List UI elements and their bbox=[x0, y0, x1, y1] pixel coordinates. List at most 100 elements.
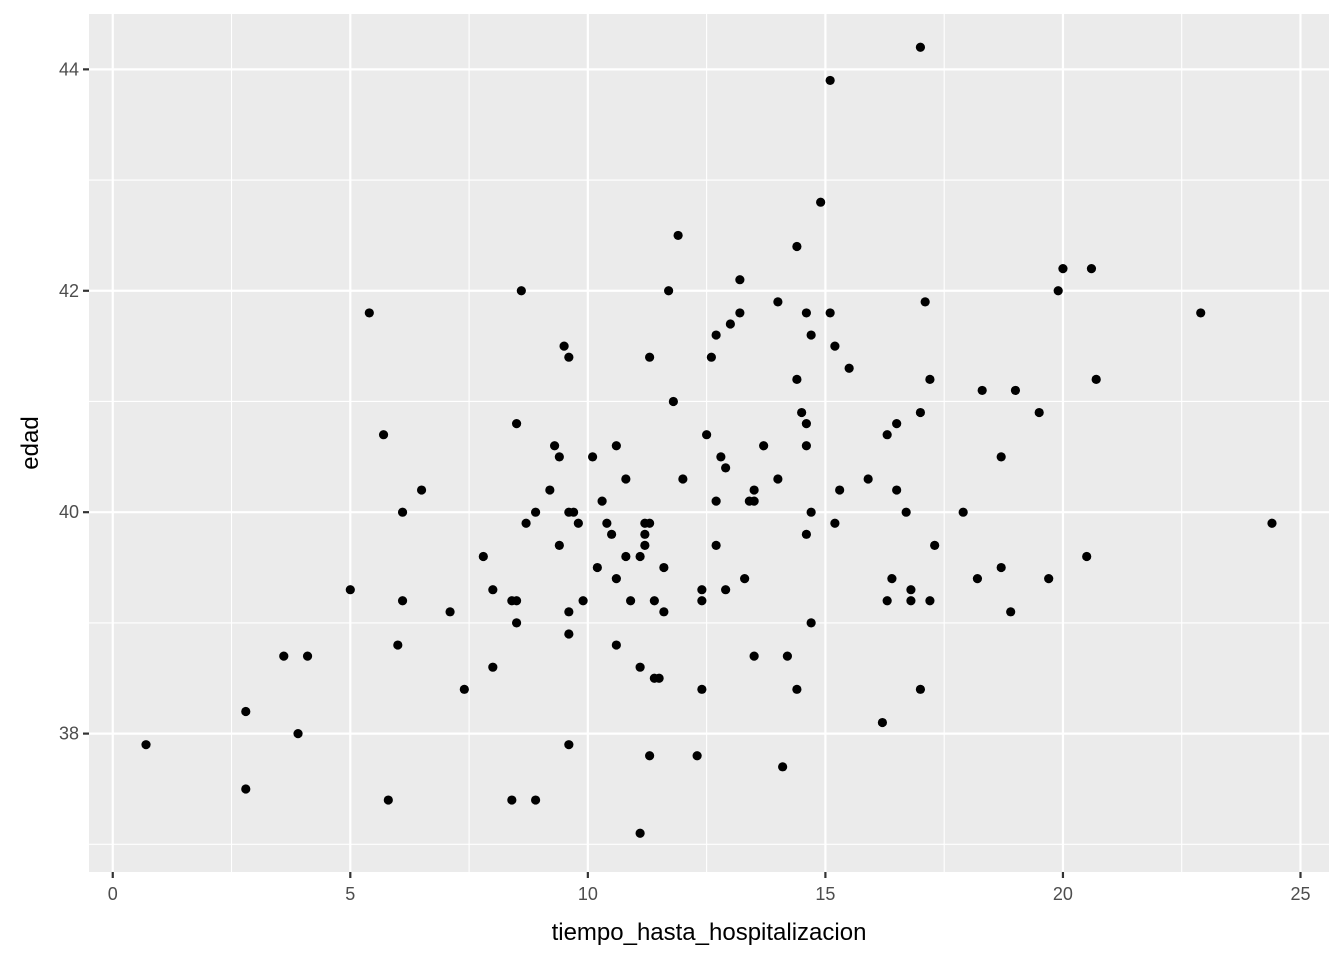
data-point bbox=[806, 330, 816, 340]
data-point bbox=[507, 795, 517, 805]
data-point bbox=[697, 684, 707, 694]
data-points bbox=[141, 42, 1277, 838]
data-point bbox=[640, 529, 650, 539]
data-point bbox=[892, 485, 902, 495]
data-point bbox=[1006, 607, 1016, 617]
data-point bbox=[645, 352, 655, 362]
data-point bbox=[573, 518, 583, 528]
data-point bbox=[1034, 407, 1044, 418]
y-tick-label: 38 bbox=[59, 724, 79, 744]
data-point bbox=[773, 474, 783, 484]
data-point bbox=[549, 441, 560, 451]
data-point bbox=[711, 330, 721, 340]
data-point bbox=[635, 662, 645, 672]
plot-panel bbox=[89, 14, 1329, 872]
data-point bbox=[645, 518, 655, 528]
data-point bbox=[141, 740, 151, 750]
minor-gridlines bbox=[89, 14, 1329, 872]
data-point bbox=[664, 286, 674, 296]
data-point bbox=[293, 729, 303, 739]
data-point bbox=[383, 795, 393, 805]
data-point bbox=[1091, 374, 1101, 384]
data-point bbox=[740, 574, 750, 584]
data-point bbox=[958, 507, 968, 517]
data-point bbox=[711, 496, 721, 506]
data-point bbox=[996, 452, 1006, 462]
data-point bbox=[621, 551, 631, 562]
data-point bbox=[797, 407, 807, 418]
data-point bbox=[906, 585, 916, 595]
data-point bbox=[977, 385, 987, 396]
data-point bbox=[806, 507, 816, 517]
data-point bbox=[611, 574, 621, 584]
data-point bbox=[478, 551, 488, 562]
y-tick-label: 40 bbox=[59, 502, 79, 522]
data-point bbox=[1082, 551, 1092, 562]
data-point bbox=[801, 529, 811, 539]
data-point bbox=[882, 430, 892, 440]
data-point bbox=[801, 308, 811, 318]
data-point bbox=[692, 751, 702, 761]
data-point bbox=[530, 507, 541, 517]
x-axis-ticks: 0 5 10 15 20 25 bbox=[108, 872, 1311, 904]
data-point bbox=[516, 286, 526, 296]
data-point bbox=[673, 230, 683, 241]
data-point bbox=[511, 618, 522, 628]
data-point bbox=[659, 562, 669, 573]
data-point bbox=[445, 607, 455, 617]
data-point bbox=[925, 374, 935, 384]
data-point bbox=[397, 596, 408, 606]
data-point bbox=[844, 363, 854, 373]
data-point bbox=[782, 651, 792, 661]
data-point bbox=[915, 407, 926, 418]
major-gridlines bbox=[89, 14, 1329, 872]
data-point bbox=[1196, 308, 1206, 318]
data-point bbox=[792, 374, 802, 384]
data-point bbox=[564, 740, 574, 750]
x-tick-label: 25 bbox=[1290, 884, 1310, 904]
y-axis-title: edad bbox=[17, 416, 44, 469]
data-point bbox=[578, 596, 588, 606]
data-point bbox=[830, 518, 840, 528]
data-point bbox=[816, 197, 826, 207]
data-point bbox=[835, 485, 845, 495]
data-point bbox=[925, 596, 935, 606]
data-point bbox=[735, 308, 745, 318]
data-point bbox=[554, 540, 564, 551]
data-point bbox=[1010, 385, 1021, 396]
data-point bbox=[915, 684, 926, 694]
data-point bbox=[1058, 264, 1068, 274]
data-point bbox=[668, 396, 678, 407]
data-point bbox=[559, 341, 569, 351]
data-point bbox=[588, 452, 598, 462]
y-axis-ticks: 38 40 42 44 bbox=[59, 59, 89, 744]
data-point bbox=[530, 795, 541, 805]
data-point bbox=[725, 319, 735, 329]
y-tick-label: 44 bbox=[59, 59, 79, 79]
data-point bbox=[345, 585, 355, 595]
x-tick-label: 5 bbox=[345, 884, 355, 904]
data-point bbox=[564, 352, 574, 362]
data-point bbox=[721, 585, 731, 595]
x-tick-label: 10 bbox=[578, 884, 598, 904]
data-point bbox=[702, 430, 712, 440]
data-point bbox=[416, 485, 427, 495]
x-tick-label: 15 bbox=[815, 884, 835, 904]
data-point bbox=[611, 441, 621, 451]
data-point bbox=[592, 562, 602, 573]
data-point bbox=[602, 518, 612, 528]
data-point bbox=[564, 607, 574, 617]
data-point bbox=[654, 673, 664, 683]
data-point bbox=[459, 684, 469, 694]
data-point bbox=[645, 751, 655, 761]
data-point bbox=[649, 596, 659, 606]
data-point bbox=[830, 341, 840, 351]
data-point bbox=[906, 596, 916, 606]
data-point bbox=[792, 684, 802, 694]
data-point bbox=[659, 607, 669, 617]
data-point bbox=[778, 762, 788, 772]
data-point bbox=[611, 640, 621, 650]
data-point bbox=[706, 352, 716, 362]
data-point bbox=[749, 651, 759, 661]
